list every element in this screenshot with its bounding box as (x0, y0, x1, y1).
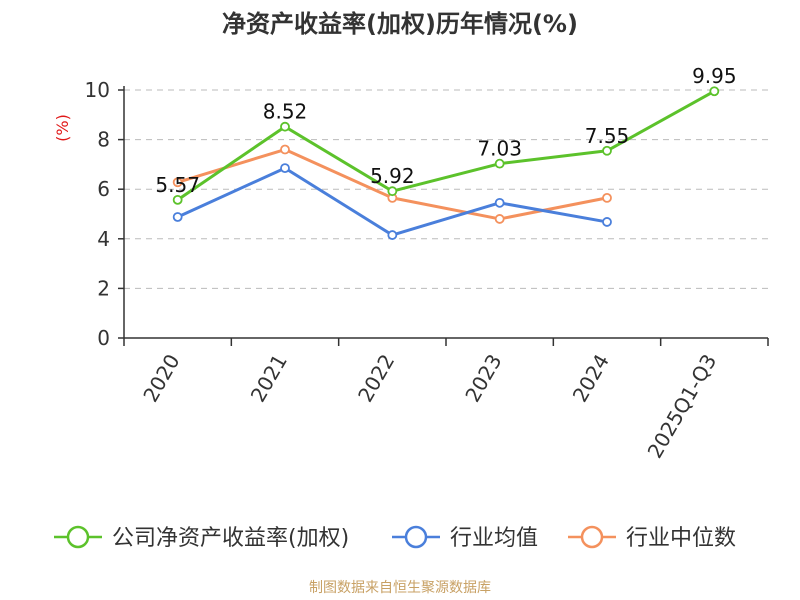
y-tick-label: 6 (97, 177, 110, 201)
legend-item-0[interactable]: 公司净资产收益率(加权) (54, 525, 349, 551)
data-label: 7.03 (477, 137, 522, 161)
series-line-0 (176, 89, 716, 202)
data-label: 8.52 (263, 100, 308, 124)
series-point-2 (280, 144, 290, 155)
y-tick-label: 8 (97, 128, 110, 152)
series-point-1 (494, 197, 505, 208)
x-tick-label: 2024 (568, 350, 614, 406)
series-point-1 (602, 217, 612, 227)
series-point-2 (172, 177, 183, 188)
data-label: 5.92 (370, 164, 415, 188)
data-labels: 5.57 8.52 5.92 7.03 7.55 9.95 (155, 64, 736, 197)
y-tick-label: 0 (97, 326, 110, 350)
y-axis-unit-label: (%) (53, 114, 72, 142)
data-label: 5.57 (155, 173, 200, 197)
legend[interactable]: 公司净资产收益率(加权) 行业均值 行业中位数 (54, 525, 736, 551)
series-point-1 (172, 212, 183, 222)
series-point-0 (709, 86, 720, 97)
legend-item-1[interactable]: 行业均值 (392, 525, 538, 551)
legend-item-2[interactable]: 行业中位数 (568, 525, 736, 551)
legend-label: 行业均值 (450, 526, 538, 551)
series-point-1 (280, 163, 290, 174)
data-label: 7.55 (585, 124, 630, 148)
legend-swatch-marker (404, 525, 428, 549)
series-point-0 (172, 194, 183, 205)
data-label: 9.95 (692, 64, 737, 88)
series-lines (172, 86, 720, 240)
x-tick-label: 2022 (353, 350, 399, 406)
x-tick-label: 2021 (246, 350, 292, 406)
series-point-0 (494, 158, 505, 169)
axes: 0 2 4 6 8 10 2020 2021 2022 2023 2024 2025Q1-Q3 (85, 78, 769, 462)
series-point-2 (602, 192, 612, 203)
y-tick-label: 2 (97, 276, 110, 300)
x-tick-label: 2023 (460, 350, 506, 406)
legend-label: 公司净资产收益率(加权) (112, 526, 349, 551)
series-point-1 (387, 230, 398, 240)
series-point-0 (602, 145, 612, 156)
chart-title: 净资产收益率(加权)历年情况(%) (222, 10, 578, 38)
legend-swatch-marker (66, 525, 90, 549)
y-tick-label: 4 (97, 227, 110, 251)
data-source-note: 制图数据来自恒生聚源数据库 (309, 580, 491, 596)
x-tick-label: 2025Q1-Q3 (643, 350, 722, 462)
grid-lines (124, 89, 768, 289)
legend-label: 行业中位数 (626, 526, 736, 551)
y-tick-label: 10 (85, 78, 110, 102)
series-point-0 (280, 121, 290, 132)
series-point-0 (387, 186, 398, 197)
legend-swatch-marker (580, 525, 604, 549)
x-tick-label: 2020 (138, 350, 184, 406)
series-point-2 (494, 214, 505, 224)
